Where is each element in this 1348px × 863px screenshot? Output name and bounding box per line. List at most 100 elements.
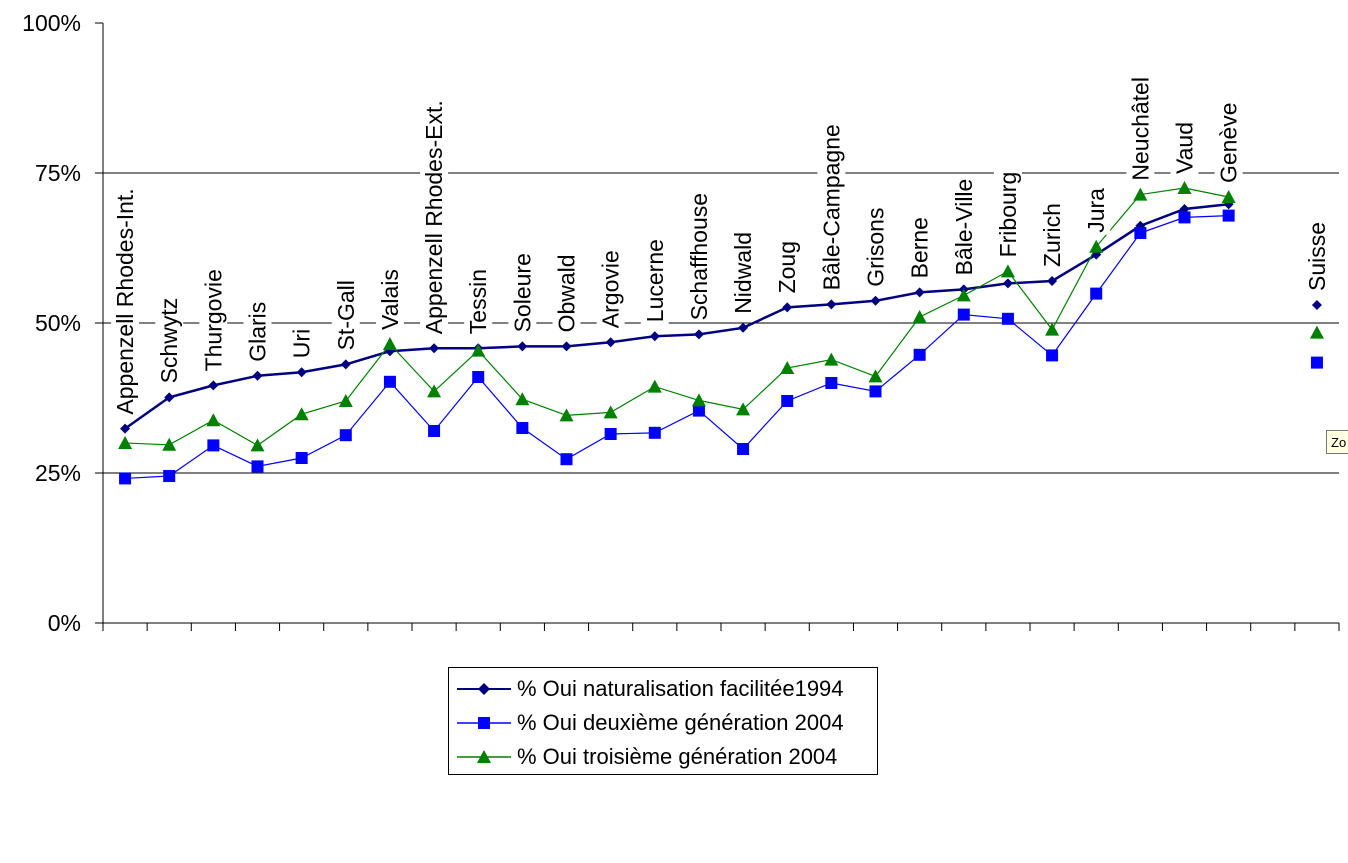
series-2	[119, 209, 1323, 485]
category-label-background	[420, 98, 449, 337]
data-point-diamond	[517, 341, 528, 352]
category-label: Jura	[1083, 188, 1109, 233]
category-label: Neuchâtel	[1127, 77, 1153, 181]
data-point-triangle	[250, 438, 265, 452]
data-point-triangle	[736, 402, 751, 416]
category-label-background	[155, 295, 184, 386]
legend-label: % Oui naturalisation facilitée1994	[517, 676, 844, 701]
category-label-background	[1126, 75, 1155, 183]
series-line	[125, 215, 1229, 479]
category-label: Bâle-Ville	[951, 179, 977, 276]
category-label-background	[1302, 219, 1331, 293]
category-labels: Appenzell Rhodes-Int. Schwytz Thurgovie Gla…	[111, 75, 1331, 417]
category-label-background	[111, 186, 140, 417]
data-point-triangle	[338, 394, 353, 407]
category-label-background	[375, 267, 404, 332]
data-point-triangle	[118, 436, 133, 449]
legend-marker-square	[457, 717, 511, 729]
series-line	[124, 202, 1229, 430]
data-point-triangle	[1000, 264, 1015, 278]
data-point-diamond	[605, 337, 616, 348]
data-point-diamond	[120, 423, 131, 434]
data-point-square	[737, 443, 750, 455]
data-point-triangle	[382, 337, 397, 350]
data-point-square	[825, 377, 838, 389]
category-label-background	[331, 278, 360, 353]
data-point-square	[295, 452, 308, 464]
category-label-background	[861, 205, 890, 289]
data-point-triangle	[1309, 325, 1324, 339]
data-point-square	[648, 426, 661, 439]
data-point-square	[251, 460, 264, 473]
data-point-triangle	[824, 352, 839, 366]
legend-item-troisieme-generation: % Oui troisième génération 2004	[455, 740, 837, 774]
category-label: Argovie	[598, 250, 624, 328]
category-label: Appenzell Rhodes-Ext.	[421, 100, 447, 334]
data-point-square	[1090, 287, 1103, 300]
data-point-square	[1222, 209, 1235, 222]
data-point-diamond	[738, 322, 749, 333]
data-point-square	[781, 395, 794, 407]
category-label: Zurich	[1039, 203, 1065, 267]
legend-marker-triangle	[457, 750, 511, 763]
data-point-triangle	[780, 361, 795, 374]
category-label: Obwald	[554, 254, 580, 332]
data-point-triangle	[1045, 322, 1060, 336]
category-label: Valais	[377, 269, 403, 330]
data-point-triangle	[162, 437, 177, 451]
data-point-diamond	[1047, 276, 1058, 286]
data-point-triangle	[912, 310, 927, 323]
category-label-background	[1082, 185, 1111, 235]
data-point-triangle	[1089, 239, 1104, 253]
category-label: Appenzell Rhodes-Int.	[112, 188, 138, 414]
data-point-triangle	[515, 392, 530, 406]
data-point-square	[692, 404, 705, 417]
data-point-diamond	[693, 329, 704, 340]
data-point-diamond	[252, 370, 263, 381]
category-label: St-Gall	[333, 280, 359, 350]
category-label: Schaffhouse	[686, 193, 712, 320]
category-label-background	[1214, 100, 1243, 185]
category-label: Berne	[907, 217, 933, 278]
category-label-background	[905, 215, 934, 281]
category-label-background	[729, 229, 758, 316]
category-label: Schwytz	[156, 298, 182, 384]
data-point-square	[560, 453, 573, 466]
series-line	[125, 187, 1229, 447]
data-point-diamond	[340, 359, 351, 370]
category-label: Soleure	[509, 253, 535, 332]
data-point-square	[1310, 356, 1323, 369]
data-point-triangle	[647, 379, 662, 393]
category-label-background	[773, 238, 802, 296]
data-point-square	[207, 439, 220, 452]
category-label: Fribourg	[995, 172, 1021, 258]
data-point-square	[1001, 312, 1014, 325]
data-point-diamond	[782, 302, 793, 313]
data-point-square	[1134, 227, 1147, 239]
legend-marker-diamond	[457, 683, 511, 695]
data-point-square	[119, 472, 132, 485]
category-label-background	[993, 169, 1022, 260]
category-label: Thurgovie	[200, 269, 226, 371]
data-point-diamond	[826, 299, 837, 310]
y-tick-labels: 0% 25% 50% 75% 100%	[22, 10, 81, 636]
y-tick-label: 25%	[35, 460, 81, 486]
data-point-diamond	[914, 287, 925, 298]
category-label-background	[684, 190, 713, 323]
data-point-diamond	[296, 367, 307, 378]
category-label-background	[199, 267, 228, 374]
x-tick-marks	[102, 623, 1340, 631]
data-point-triangle	[1221, 190, 1236, 203]
y-tick-label: 50%	[35, 310, 81, 336]
category-label-background	[287, 326, 316, 361]
series-layer	[118, 181, 1324, 485]
data-point-triangle	[471, 343, 486, 357]
category-label-background	[243, 299, 272, 364]
category-label-background	[640, 237, 669, 325]
legend: % Oui naturalisation facilitée1994 % Oui…	[448, 667, 878, 775]
data-point-triangle	[427, 384, 442, 398]
data-point-diamond	[208, 380, 219, 391]
legend-label: % Oui troisième génération 2004	[517, 744, 838, 769]
category-label-background	[596, 248, 625, 331]
data-point-square	[1046, 349, 1059, 362]
